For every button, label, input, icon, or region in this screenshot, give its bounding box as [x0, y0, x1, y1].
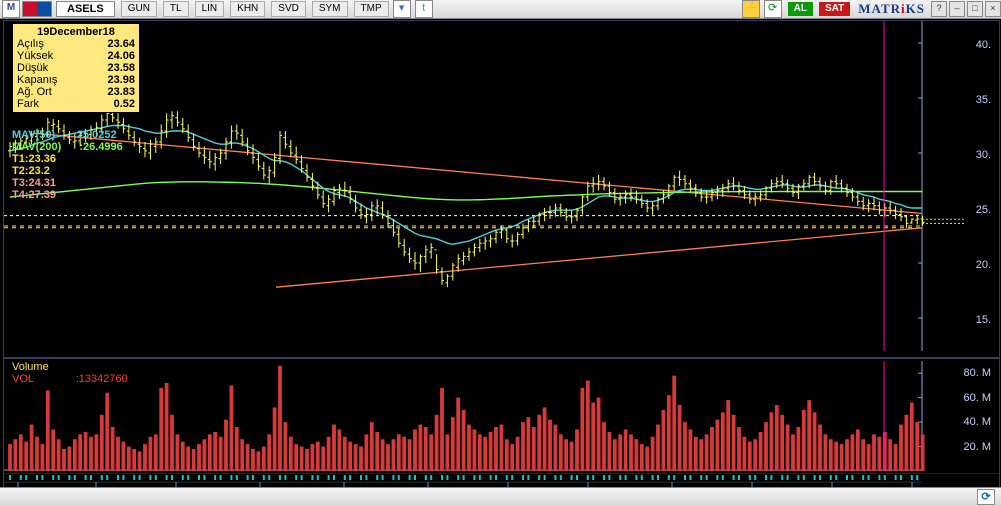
tb-btn-tmp[interactable]: TMP: [354, 1, 389, 17]
y-tick-price: 40.: [976, 39, 991, 51]
volume-value-label: VOL :13342760: [12, 373, 128, 385]
close-icon[interactable]: ×: [985, 1, 1001, 17]
y-tick-price: 25.: [976, 204, 991, 216]
ohlc-row: Açılış23.64: [17, 38, 135, 50]
ohlc-row: Kapanış23.98: [17, 74, 135, 86]
volume-chart[interactable]: [4, 361, 999, 473]
status-bar: ⟳: [0, 487, 1001, 506]
refresh-icon[interactable]: ⟳: [764, 0, 782, 18]
indicator-label: T1:23.36: [12, 153, 56, 165]
flags-icon: [22, 1, 52, 17]
indicator-label: T3:24.31: [12, 177, 56, 189]
lightning-icon[interactable]: ⚡: [742, 0, 760, 18]
indicator-label: T4:27.39: [12, 189, 56, 201]
y-tick-price: 15.: [976, 314, 991, 326]
ohlc-row: Yüksek24.06: [17, 50, 135, 62]
buy-button[interactable]: AL: [788, 2, 813, 16]
tb-btn-gun[interactable]: GUN: [121, 1, 157, 17]
toolbar: M ASELS GUNTLLINKHNSVDSYMTMP ▾ t ⚡ ⟳ AL …: [0, 0, 1001, 19]
indicator-label: MAV(200):26.4996: [12, 141, 123, 153]
twitter-icon[interactable]: t: [415, 0, 433, 18]
minimize-icon[interactable]: –: [949, 1, 965, 17]
sell-button[interactable]: SAT: [819, 2, 850, 16]
tb-btn-svd[interactable]: SVD: [271, 1, 306, 17]
chart-area[interactable]: 19December18 Açılış23.64Yüksek24.06Düşük…: [3, 20, 1000, 505]
ohlc-date: 19December18: [17, 26, 135, 38]
y-tick-vol: 80. M: [963, 367, 991, 379]
ohlc-row: Ağ. Ort23.83: [17, 86, 135, 98]
app-icon: M: [2, 0, 20, 18]
status-prefs-icon[interactable]: ⟳: [977, 489, 995, 505]
ohlc-info-box: 19December18 Açılış23.64Yüksek24.06Düşük…: [12, 23, 140, 113]
ohlc-row: Düşük23.58: [17, 62, 135, 74]
maximize-icon[interactable]: □: [967, 1, 983, 17]
indicator-label: T2:23.2: [12, 165, 50, 177]
y-tick-vol: 60. M: [963, 392, 991, 404]
y-tick-vol: 20. M: [963, 441, 991, 453]
dropdown-icon[interactable]: ▾: [393, 0, 411, 18]
symbol-field[interactable]: ASELS: [56, 1, 115, 17]
y-tick-vol: 40. M: [963, 416, 991, 428]
tb-btn-tl[interactable]: TL: [163, 1, 189, 17]
tb-btn-sym[interactable]: SYM: [312, 1, 348, 17]
tb-btn-lin[interactable]: LIN: [195, 1, 225, 17]
indicator-label: MAV(50):25.0252: [12, 129, 117, 141]
y-tick-price: 30.: [976, 149, 991, 161]
timeframe-buttons: GUN TL LIN KHN SVD SYM TMP: [115, 1, 389, 17]
y-tick-price: 20.: [976, 259, 991, 271]
tb-btn-khn[interactable]: KHN: [230, 1, 265, 17]
brand-logo: MATRiKS: [858, 1, 925, 17]
help-icon[interactable]: ?: [931, 1, 947, 17]
volume-label: Volume: [12, 361, 49, 373]
ohlc-row: Fark0.52: [17, 98, 135, 110]
y-tick-price: 35.: [976, 94, 991, 106]
price-chart[interactable]: [4, 21, 999, 353]
